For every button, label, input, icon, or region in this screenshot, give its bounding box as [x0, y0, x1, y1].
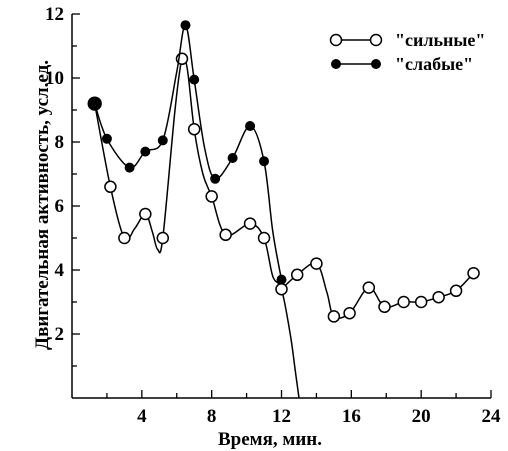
- data-point-weak: [140, 146, 151, 157]
- legend-label-strong: "сильные": [395, 30, 485, 50]
- series-weak: [89, 20, 287, 285]
- data-point-weak: [259, 156, 270, 167]
- x-tick-label: 8: [207, 406, 217, 427]
- data-point-strong: [362, 281, 376, 294]
- data-point-strong: [243, 217, 257, 230]
- series-group: [87, 20, 480, 399]
- data-point-weak: [276, 274, 287, 285]
- x-tick-label: 24: [482, 406, 502, 427]
- data-point-strong: [219, 228, 232, 242]
- data-point-weak: [180, 20, 191, 31]
- data-point-weak: [210, 173, 221, 184]
- data-point-weak: [157, 135, 168, 146]
- y-axis-title: Двигательная активность, усл.ед.: [32, 60, 53, 350]
- data-point-strong: [187, 122, 201, 136]
- data-point-weak: [189, 74, 200, 85]
- data-point-strong: [343, 306, 356, 320]
- data-point-strong: [414, 295, 428, 309]
- data-point-strong: [156, 231, 170, 245]
- data-point-strong: [449, 284, 463, 298]
- data-point-weak: [89, 98, 100, 109]
- legend-marker-weak-left: [331, 59, 341, 69]
- data-point-weak: [245, 121, 256, 131]
- y-tick-label: 6: [55, 196, 65, 217]
- y-tick-label: 12: [45, 4, 64, 25]
- y-tick-label: 4: [55, 260, 65, 281]
- data-point-strong: [139, 207, 152, 221]
- series-strong: [88, 52, 480, 399]
- shared-start-point: [87, 96, 102, 111]
- series-line-strong: [93, 54, 300, 399]
- data-point-strong: [432, 290, 445, 304]
- data-point-weak: [101, 133, 112, 144]
- data-point-weak: [124, 162, 135, 173]
- data-point-strong: [378, 300, 391, 314]
- data-point-strong: [104, 180, 117, 194]
- legend: "сильные" "слабые": [329, 30, 485, 74]
- y-tick-label: 8: [55, 132, 65, 153]
- data-point-strong: [275, 282, 288, 296]
- data-point-weak: [227, 153, 238, 163]
- data-point-strong: [205, 190, 218, 203]
- legend-label-weak: "слабые": [395, 54, 473, 74]
- legend-marker-strong-left: [329, 33, 343, 47]
- x-tick-label: 20: [412, 406, 431, 427]
- data-point-strong: [290, 268, 304, 282]
- x-tick-label: 16: [342, 406, 361, 427]
- legend-marker-weak-right: [371, 59, 381, 69]
- y-tick-label: 2: [55, 324, 65, 345]
- data-point-strong: [397, 295, 410, 309]
- data-point-strong: [257, 231, 271, 245]
- legend-marker-strong-right: [369, 33, 383, 47]
- x-tick-label: 4: [137, 406, 147, 427]
- data-point-strong: [118, 231, 131, 245]
- data-point-strong: [327, 310, 341, 323]
- series-line-strong-tail: [280, 262, 475, 319]
- x-axis-title: Время, мин.: [218, 429, 322, 450]
- axis-ticks: [72, 13, 492, 398]
- data-point-strong: [467, 266, 480, 280]
- y-tick-label: 10: [45, 68, 64, 89]
- x-tick-label: 12: [272, 406, 291, 427]
- data-point-strong: [310, 257, 323, 270]
